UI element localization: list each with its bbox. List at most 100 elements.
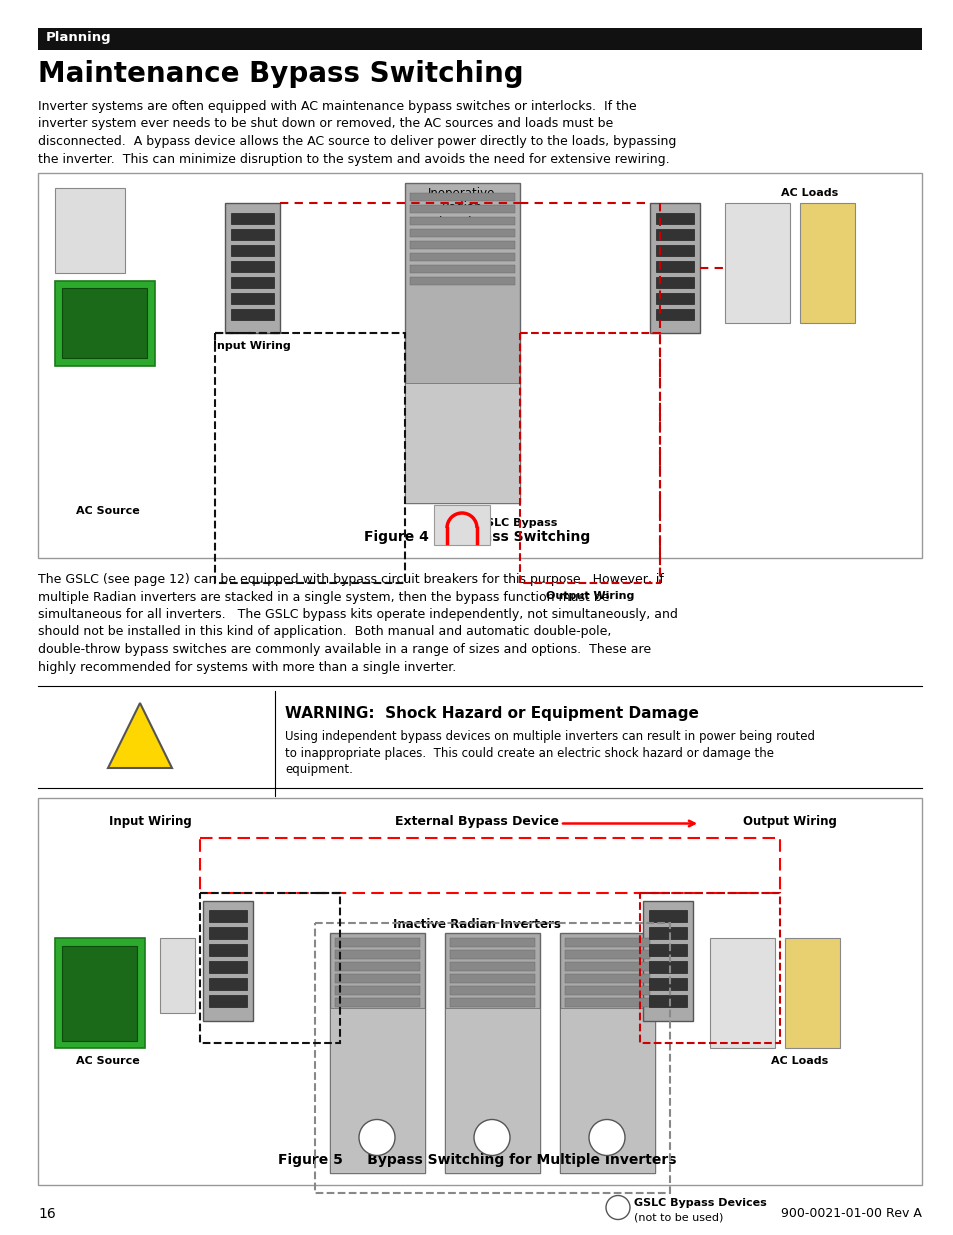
Text: Input Wiring: Input Wiring: [109, 815, 192, 829]
Bar: [410, 205, 515, 212]
Bar: [231, 228, 274, 240]
Text: GSLC Bypass: GSLC Bypass: [476, 517, 557, 529]
Bar: [225, 203, 280, 333]
Bar: [62, 946, 137, 1041]
Bar: [330, 932, 424, 1172]
Text: Inverter systems are often equipped with AC maintenance bypass switches or inter: Inverter systems are often equipped with…: [38, 100, 636, 112]
Text: should not be installed in this kind of application.  Both manual and automatic : should not be installed in this kind of …: [38, 625, 611, 638]
Bar: [648, 977, 686, 989]
Bar: [200, 837, 780, 893]
Bar: [564, 998, 649, 1007]
Bar: [410, 193, 515, 201]
Text: double-throw bypass switches are commonly available in a range of sizes and opti: double-throw bypass switches are commonl…: [38, 643, 651, 656]
Text: to inappropriate places.  This could create an electric shock hazard or damage t: to inappropriate places. This could crea…: [285, 746, 773, 760]
Bar: [335, 950, 419, 958]
Bar: [209, 961, 247, 972]
Bar: [200, 893, 339, 1042]
Text: (not to be used): (not to be used): [634, 1213, 722, 1223]
Bar: [656, 261, 693, 272]
Text: i: i: [604, 1126, 608, 1139]
Bar: [648, 961, 686, 972]
Circle shape: [358, 1119, 395, 1156]
Text: i: i: [375, 1126, 378, 1139]
Bar: [656, 245, 693, 256]
Bar: [450, 962, 535, 971]
Bar: [405, 183, 519, 503]
Bar: [444, 932, 539, 1172]
Text: multiple Radian inverters are stacked in a single system, then the bypass functi: multiple Radian inverters are stacked in…: [38, 590, 609, 604]
Bar: [410, 241, 515, 249]
Text: The GSLC (see page 12) can be equipped with bypass circuit breakers for this pur: The GSLC (see page 12) can be equipped w…: [38, 573, 663, 585]
Bar: [656, 228, 693, 240]
Bar: [648, 994, 686, 1007]
Bar: [656, 212, 693, 224]
Bar: [450, 998, 535, 1007]
Bar: [231, 245, 274, 256]
Bar: [559, 932, 655, 1172]
Bar: [209, 994, 247, 1007]
Text: Maintenance Bypass Switching: Maintenance Bypass Switching: [38, 61, 523, 88]
Bar: [231, 309, 274, 320]
Bar: [209, 977, 247, 989]
Bar: [38, 173, 921, 558]
Bar: [519, 333, 659, 583]
Bar: [410, 228, 515, 237]
Bar: [656, 293, 693, 304]
Bar: [784, 937, 840, 1047]
Bar: [410, 253, 515, 261]
Bar: [564, 937, 649, 946]
Bar: [62, 288, 147, 358]
Bar: [444, 1008, 539, 1172]
Text: AC Source: AC Source: [76, 1056, 140, 1066]
Bar: [709, 937, 774, 1047]
Bar: [209, 944, 247, 956]
Bar: [410, 217, 515, 225]
Bar: [335, 937, 419, 946]
Text: GSLC Bypass Devices: GSLC Bypass Devices: [634, 1198, 766, 1208]
Text: 900-0021-01-00 Rev A: 900-0021-01-00 Rev A: [781, 1207, 921, 1220]
Bar: [564, 973, 649, 983]
Bar: [38, 798, 921, 1186]
Bar: [335, 998, 419, 1007]
Bar: [55, 937, 145, 1047]
Text: AC Loads: AC Loads: [771, 1056, 828, 1066]
Bar: [648, 909, 686, 921]
Text: AC Loads: AC Loads: [781, 188, 838, 198]
Bar: [231, 261, 274, 272]
Text: Input Wiring: Input Wiring: [213, 341, 291, 351]
Text: i: i: [490, 1126, 494, 1139]
Bar: [314, 923, 669, 1193]
Text: Output Wiring: Output Wiring: [545, 592, 634, 601]
Text: AC Source: AC Source: [76, 506, 140, 516]
Bar: [450, 986, 535, 994]
Bar: [55, 188, 125, 273]
Bar: [648, 944, 686, 956]
Circle shape: [588, 1119, 624, 1156]
Text: Inactive Radian Inverters: Inactive Radian Inverters: [393, 918, 560, 930]
Bar: [335, 973, 419, 983]
Text: highly recommended for systems with more than a single inverter.: highly recommended for systems with more…: [38, 661, 456, 673]
Text: Inoperative: Inoperative: [428, 186, 496, 200]
Text: Figure 4     Bypass Switching: Figure 4 Bypass Switching: [363, 530, 590, 543]
Bar: [642, 900, 692, 1020]
Bar: [649, 203, 700, 333]
Bar: [203, 900, 253, 1020]
Bar: [559, 1008, 655, 1172]
Bar: [335, 962, 419, 971]
Text: WARNING:  Shock Hazard or Equipment Damage: WARNING: Shock Hazard or Equipment Damag…: [285, 706, 699, 721]
Text: disconnected.  A bypass device allows the AC source to deliver power directly to: disconnected. A bypass device allows the…: [38, 135, 676, 148]
Bar: [800, 203, 854, 324]
Circle shape: [605, 1195, 629, 1219]
Bar: [38, 28, 921, 49]
Text: simultaneous for all inverters.   The GSLC bypass kits operate independently, no: simultaneous for all inverters. The GSLC…: [38, 608, 678, 621]
Bar: [450, 937, 535, 946]
Text: 4: 4: [131, 718, 150, 746]
Bar: [656, 277, 693, 288]
Text: inverter system ever needs to be shut down or removed, the AC sources and loads : inverter system ever needs to be shut do…: [38, 117, 613, 131]
Bar: [330, 1008, 424, 1172]
Bar: [724, 203, 789, 324]
Text: Figure 5     Bypass Switching for Multiple Inverters: Figure 5 Bypass Switching for Multiple I…: [277, 1153, 676, 1167]
Bar: [209, 909, 247, 921]
Bar: [410, 277, 515, 285]
Text: Planning: Planning: [46, 31, 112, 44]
